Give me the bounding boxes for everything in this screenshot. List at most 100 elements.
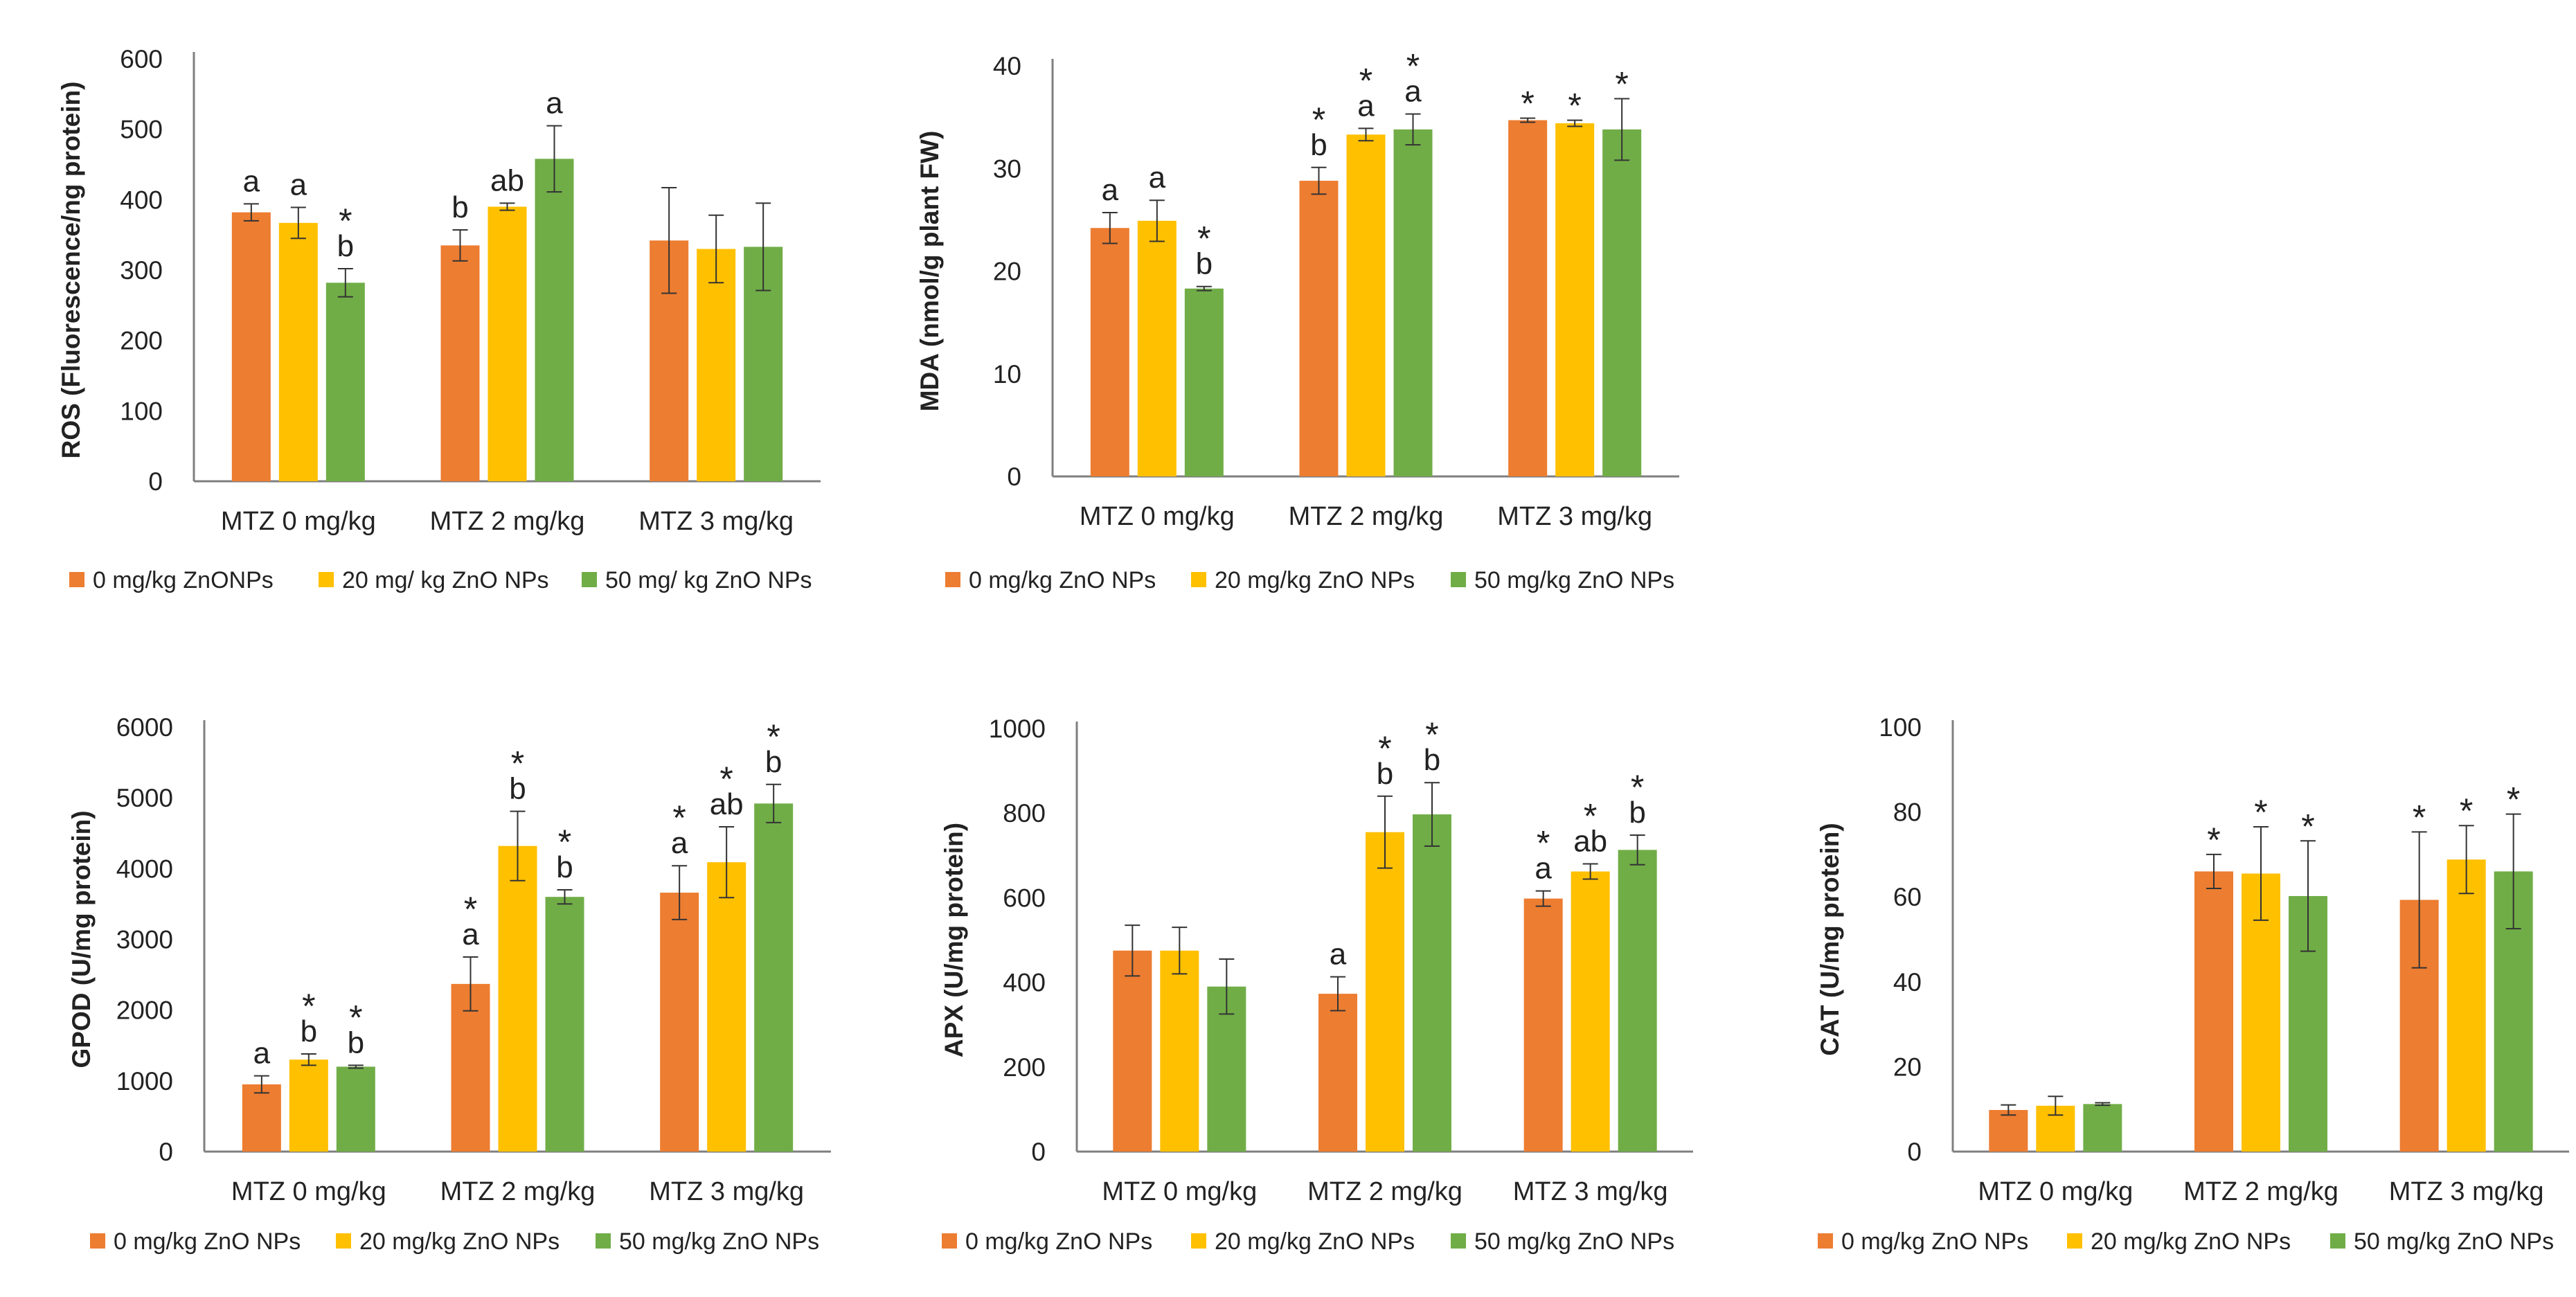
significance-asterisk: * [767, 717, 780, 756]
bar-zno50 [1413, 814, 1451, 1152]
significance-asterisk: * [1406, 47, 1420, 86]
x-category-label: MTZ 0 mg/kg [1080, 502, 1235, 531]
significance-letter: b [509, 772, 526, 806]
bar-zno20 [488, 206, 527, 481]
bar-zno0 [440, 245, 480, 481]
significance-letter: ab [490, 163, 524, 197]
y-axis-title: MDA (nmol/g plant FW) [915, 131, 944, 412]
x-category-label: MTZ 3 mg/kg [2389, 1177, 2544, 1206]
legend-swatch [2067, 1233, 2082, 1249]
chart-panel-3: 0 200 400 600 800 1000 APX (U/mg protein) MTZ 0… [940, 715, 1693, 1255]
legend-label: 0 mg/kg ZnO NPs [114, 1228, 301, 1255]
y-tick-label: 100 [1879, 713, 1922, 742]
legend-swatch [1191, 1233, 1206, 1249]
y-tick-label: 60 [1893, 883, 1922, 911]
x-category-label: MTZ 0 mg/kg [1978, 1177, 2133, 1206]
y-tick-label: 30 [993, 154, 1021, 183]
chart-panel-0: 0 100 200 300 400 500 600 ROS (Fluorescence/ng … [57, 45, 821, 593]
chart-panel-2: 0 1000 2000 3000 4000 5000 6000 GPOD (U/mg prot… [67, 713, 831, 1255]
bar-zno20 [1137, 220, 1177, 476]
y-axis-title: GPOD (U/mg protein) [67, 810, 96, 1068]
bar-zno50 [2083, 1104, 2122, 1152]
significance-asterisk: * [2207, 821, 2220, 859]
y-tick-label: 4000 [116, 855, 173, 883]
bar-zno20 [278, 222, 318, 481]
legend-label: 50 mg/kg ZnO NPs [2354, 1228, 2554, 1255]
bar-zno50 [1602, 129, 1642, 477]
bar-zno20 [2447, 859, 2486, 1152]
significance-asterisk: * [511, 744, 524, 783]
significance-letter: b [337, 229, 354, 263]
significance-asterisk: * [1197, 220, 1210, 258]
x-category-label: MTZ 2 mg/kg [1307, 1177, 1463, 1206]
bar-zno0 [242, 1084, 281, 1152]
significance-asterisk: * [1584, 797, 1597, 836]
y-tick-label: 600 [1003, 884, 1046, 912]
significance-letter: a [1404, 75, 1422, 109]
x-category-label: MTZ 3 mg/kg [638, 507, 794, 536]
y-tick-label: 100 [120, 397, 163, 425]
significance-letter: a [671, 826, 688, 860]
significance-asterisk: * [1521, 84, 1534, 123]
bar-zno0 [2194, 871, 2233, 1152]
significance-letter: a [1102, 173, 1119, 207]
bar-zno20 [1366, 832, 1404, 1152]
y-tick-label: 0 [1031, 1138, 1046, 1166]
significance-letter: b [348, 1026, 364, 1059]
significance-asterisk: * [1425, 715, 1438, 754]
y-tick-label: 10 [993, 360, 1021, 388]
legend-label: 20 mg/kg ZnO NPs [359, 1228, 560, 1255]
legend-label: 50 mg/kg ZnO NPs [619, 1228, 819, 1255]
y-tick-label: 2000 [116, 996, 173, 1025]
legend-label: 0 mg/kg ZnO NPs [965, 1228, 1152, 1255]
legend-swatch [596, 1233, 611, 1249]
bar-zno0 [1523, 898, 1563, 1152]
chart-panel-1: 0 10 20 30 40 MDA (nmol/g plant FW) MTZ 0 mg/k… [915, 47, 1679, 593]
significance-letter: ab [710, 787, 744, 821]
significance-letter: b [1196, 247, 1213, 281]
significance-letter: b [301, 1014, 317, 1048]
x-category-label: MTZ 2 mg/kg [2183, 1177, 2338, 1206]
bar-zno50 [1393, 129, 1433, 477]
significance-letter: a [1357, 89, 1375, 123]
y-tick-label: 0 [1007, 463, 1021, 491]
significance-asterisk: * [464, 890, 477, 929]
bar-zno20 [1571, 871, 1610, 1152]
legend-label: 50 mg/kg ZnO NPs [1474, 1228, 1674, 1255]
y-tick-label: 40 [1893, 968, 1922, 996]
significance-letter: b [556, 850, 573, 884]
significance-asterisk: * [339, 202, 352, 240]
significance-letter: a [546, 87, 563, 120]
y-axis-title: CAT (U/mg protein) [1816, 823, 1844, 1055]
legend-swatch [2330, 1233, 2345, 1249]
bar-zno0 [1090, 228, 1129, 476]
significance-letter: a [253, 1037, 271, 1071]
significance-letter: b [1424, 743, 1440, 777]
bar-zno0 [1318, 994, 1357, 1152]
y-tick-label: 20 [993, 258, 1021, 286]
significance-asterisk: * [1631, 768, 1644, 807]
significance-letter: b [451, 190, 468, 224]
legend-swatch [90, 1233, 105, 1249]
legend-swatch [1451, 1233, 1466, 1249]
legend-label: 0 mg/kg ZnONPs [93, 567, 274, 593]
bar-zno50 [754, 803, 794, 1152]
legend-swatch [319, 572, 334, 587]
bar-zno20 [1555, 123, 1595, 476]
x-category-label: MTZ 2 mg/kg [430, 507, 585, 536]
x-category-label: MTZ 0 mg/kg [231, 1177, 386, 1206]
y-tick-label: 200 [120, 327, 163, 355]
y-tick-label: 0 [148, 467, 163, 496]
significance-asterisk: * [672, 798, 686, 837]
bar-zno20 [1346, 134, 1386, 476]
bar-zno50 [1184, 288, 1224, 476]
bar-zno20 [498, 846, 537, 1152]
significance-asterisk: * [2460, 791, 2473, 830]
significance-asterisk: * [2507, 780, 2520, 819]
y-tick-label: 1000 [989, 715, 1046, 743]
bar-zno0 [1113, 950, 1152, 1152]
bar-zno0 [231, 212, 271, 481]
legend-label: 20 mg/kg ZnO NPs [1215, 567, 1415, 593]
bar-zno0 [1299, 181, 1339, 476]
